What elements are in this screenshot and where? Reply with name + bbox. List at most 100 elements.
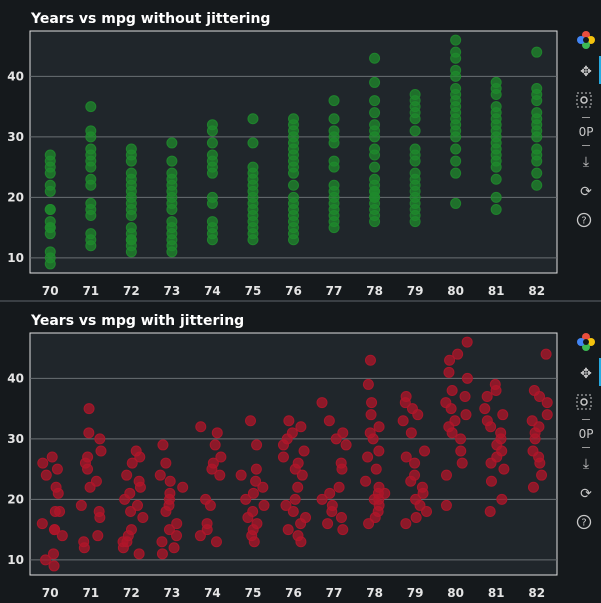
x-tick-label: 76 (285, 284, 302, 298)
data-point (498, 463, 510, 475)
data-point (125, 167, 137, 179)
panel-divider (0, 300, 601, 302)
data-point (496, 493, 508, 505)
data-point (295, 421, 307, 433)
data-point (92, 530, 104, 542)
y-tick-label: 40 (7, 69, 24, 83)
data-point (322, 518, 334, 530)
save-icon[interactable]: ⤓ (582, 456, 590, 472)
x-tick-label: 81 (488, 284, 505, 298)
data-point (490, 101, 502, 113)
data-point (296, 469, 308, 481)
x-tick-label: 75 (245, 284, 262, 298)
data-point (410, 493, 422, 505)
data-point (440, 469, 452, 481)
data-point (409, 89, 421, 101)
help-icon[interactable]: ? (576, 212, 596, 232)
pan-icon[interactable]: ✥ (580, 64, 592, 80)
data-point (207, 457, 219, 469)
data-point (531, 143, 543, 155)
data-point (288, 113, 299, 125)
data-point (240, 493, 252, 505)
svg-text:?: ? (581, 518, 586, 529)
data-point (450, 167, 462, 179)
data-point (485, 475, 497, 487)
data-point (56, 530, 68, 542)
data-point (316, 397, 328, 409)
data-point (166, 137, 178, 149)
reset-icon[interactable]: ⟳ (580, 184, 592, 200)
data-point (369, 107, 381, 119)
chart-title: Years vs mpg without jittering (30, 11, 270, 27)
x-tick-label: 77 (326, 284, 343, 298)
data-point (121, 469, 133, 481)
data-point (133, 475, 145, 487)
data-point (531, 46, 543, 58)
pan-icon[interactable]: ✥ (580, 366, 592, 382)
x-tick-label: 74 (204, 586, 221, 600)
data-point (283, 415, 295, 427)
x-tick-label: 82 (528, 586, 545, 600)
data-point (324, 487, 336, 499)
data-point (125, 505, 137, 517)
data-point (528, 384, 540, 396)
data-point (406, 403, 418, 415)
data-point (166, 216, 178, 228)
data-point (479, 403, 491, 415)
data-point (85, 101, 97, 113)
data-point (337, 427, 349, 439)
x-tick-label: 80 (447, 586, 464, 600)
data-point (195, 421, 207, 433)
data-point (206, 191, 218, 203)
data-point (400, 451, 412, 463)
x-tick-label: 82 (528, 284, 545, 298)
data-point (251, 518, 263, 530)
save-icon[interactable]: ⤓ (582, 154, 590, 170)
x-tick-label: 77 (326, 586, 343, 600)
data-point (277, 451, 289, 463)
data-point (531, 107, 543, 119)
data-point (409, 469, 421, 481)
data-point (44, 179, 56, 191)
data-point (369, 52, 381, 64)
data-point (171, 530, 183, 542)
data-point (533, 421, 545, 433)
box-zoom-icon[interactable] (576, 92, 596, 112)
data-point (333, 481, 345, 493)
data-point (171, 518, 183, 530)
data-point (206, 119, 218, 131)
bokeh-logo-icon[interactable] (576, 30, 596, 50)
data-point (82, 451, 94, 463)
data-point (44, 246, 56, 258)
reset-icon[interactable]: ⟳ (580, 486, 592, 502)
data-point (90, 475, 102, 487)
data-point (247, 113, 259, 125)
data-point (164, 487, 176, 499)
wheel-zoom-icon[interactable]: 0P (578, 125, 594, 139)
x-tick-label: 80 (447, 284, 464, 298)
data-point (40, 554, 52, 566)
data-point (36, 518, 48, 530)
x-tick-label: 78 (366, 586, 383, 600)
chart-title: Years vs mpg with jittering (30, 313, 244, 329)
wheel-zoom-icon[interactable]: 0P (578, 427, 594, 441)
x-tick-label: 79 (407, 284, 424, 298)
data-point (460, 409, 472, 421)
x-tick-label: 74 (204, 284, 221, 298)
bokeh-logo-icon[interactable] (576, 332, 596, 352)
data-point (250, 475, 262, 487)
data-point (292, 530, 304, 542)
data-point (247, 487, 259, 499)
data-point (44, 149, 56, 161)
y-tick-label: 20 (7, 190, 24, 204)
data-point (365, 409, 377, 421)
data-point (362, 451, 374, 463)
data-point (200, 493, 212, 505)
data-point (83, 427, 95, 439)
data-point (481, 391, 493, 403)
box-zoom-icon[interactable] (576, 394, 596, 414)
data-point (166, 167, 178, 179)
help-icon[interactable]: ? (576, 514, 596, 534)
data-point (85, 125, 97, 137)
data-point (156, 536, 168, 548)
